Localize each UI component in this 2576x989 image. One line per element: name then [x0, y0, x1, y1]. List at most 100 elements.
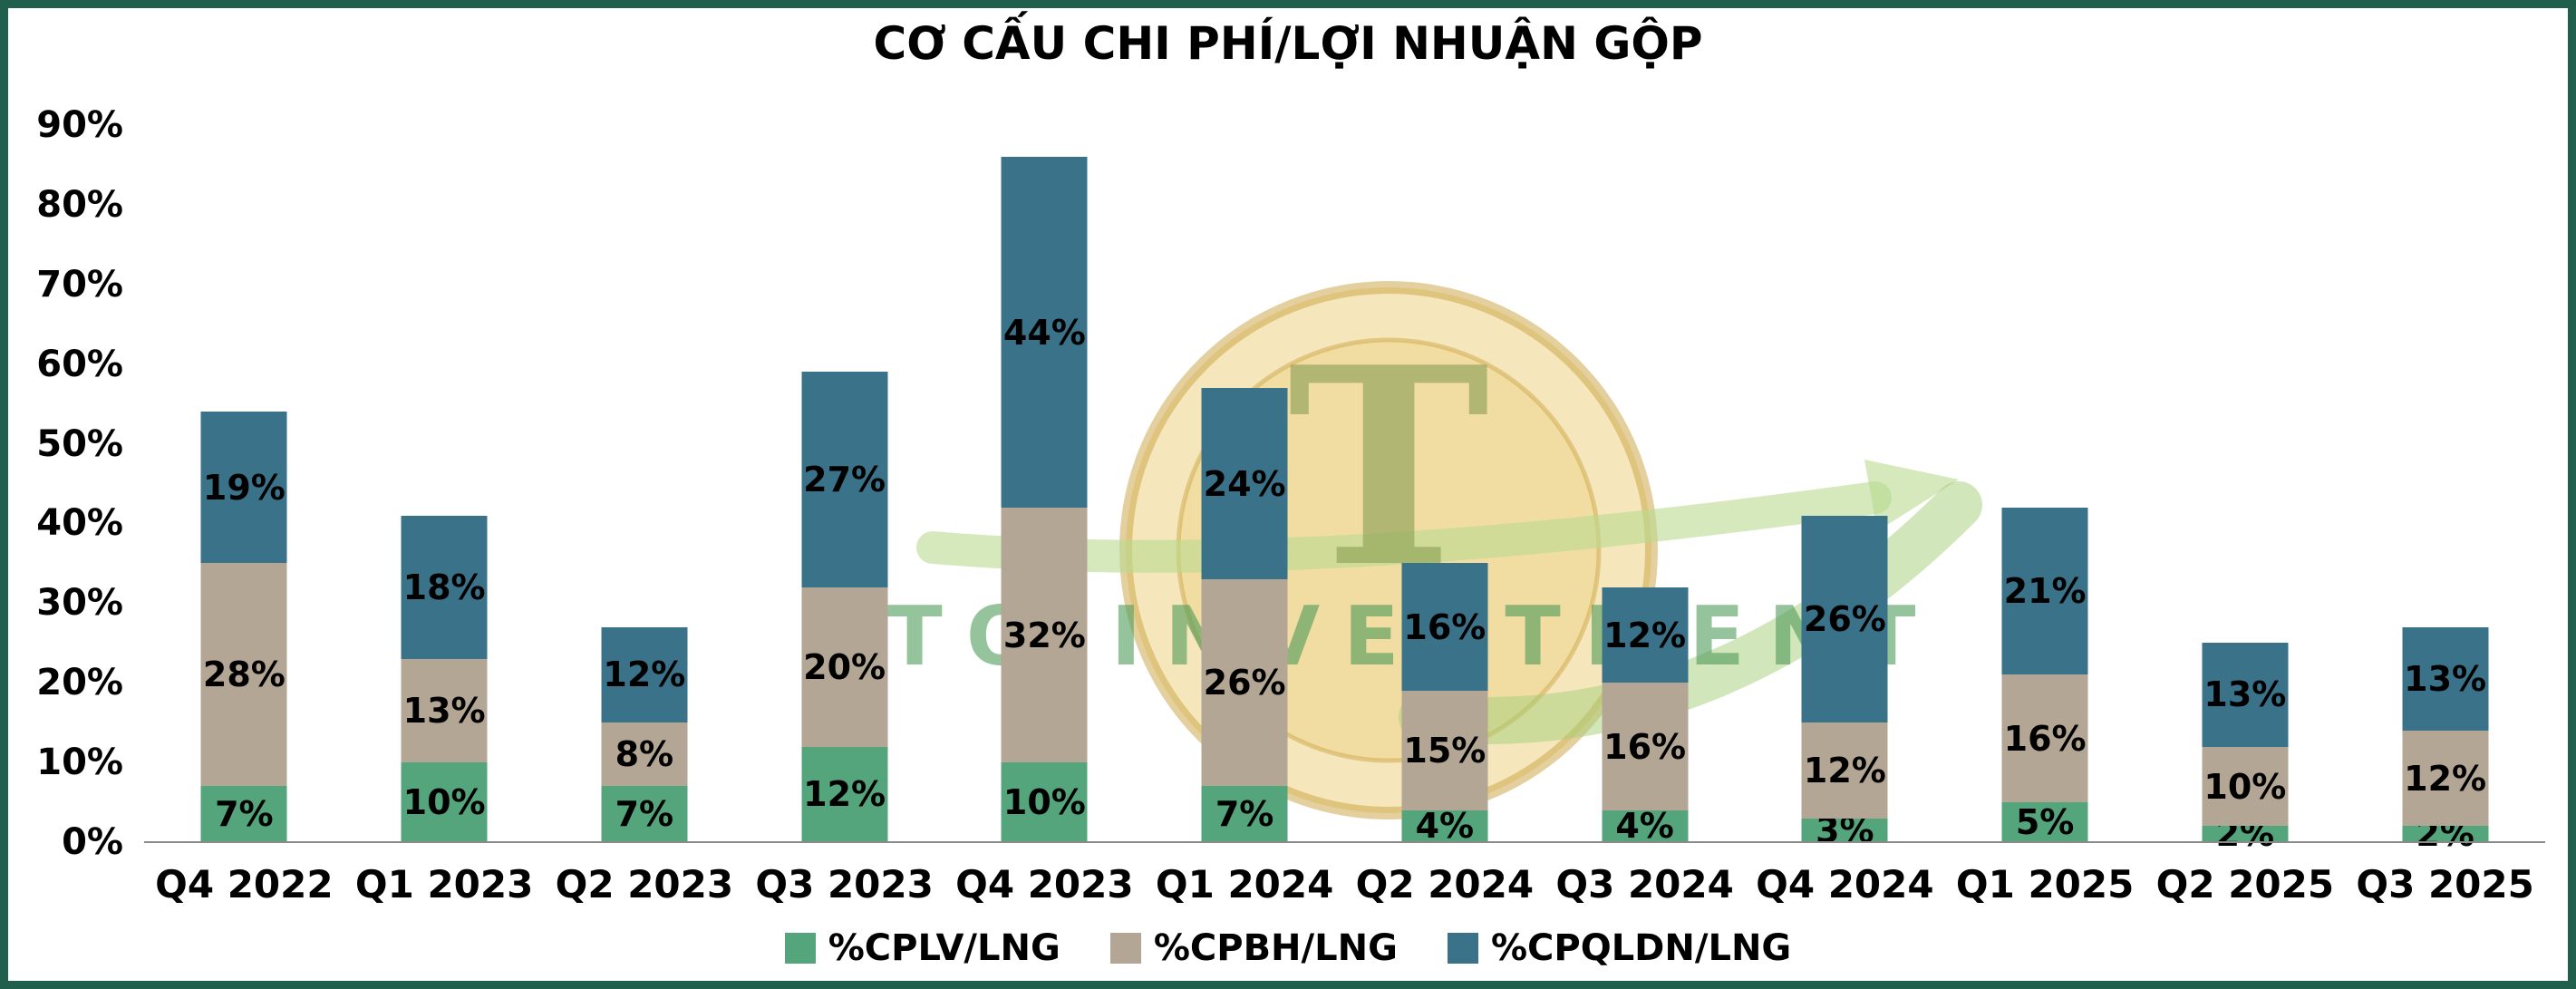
legend-swatch-icon [1109, 933, 1141, 964]
legend-swatch-icon [1447, 933, 1478, 964]
x-axis-label: Q2 2024 [1355, 862, 1535, 907]
data-label: 16% [1403, 606, 1487, 647]
stacked-bar-q4-2023: 10% 32% 44% [1001, 125, 1088, 842]
bar-slot: 3% 12% 26% [1745, 125, 1945, 850]
stacked-bar-q1-2024: 7% 26% 24% [1201, 125, 1288, 842]
data-label: 12% [2404, 758, 2487, 799]
bar-segment: 10% [2202, 746, 2289, 827]
bar-segment: 27% [801, 372, 888, 587]
legend-label: %CPBH/LNG [1153, 927, 1398, 969]
x-axis-label: Q3 2023 [755, 862, 934, 907]
bar-segment: 2% [2202, 814, 2289, 855]
data-label: 27% [803, 460, 886, 500]
data-label: 12% [1603, 615, 1687, 655]
data-label: 5% [2015, 802, 2075, 843]
bar-segment: 7% [200, 786, 287, 842]
bar-segment: 2% [2402, 814, 2489, 855]
y-axis-tick-label: 60% [36, 343, 123, 385]
x-axis-labels: Q4 2022 Q1 2023 Q2 2023 Q3 2023 Q4 2023 Q1 20… [144, 862, 2545, 907]
bar-segment: 10% [401, 762, 488, 842]
x-axis-label: Q4 2024 [1756, 862, 1934, 907]
data-label: 10% [2203, 766, 2287, 807]
stacked-bar-q4-2024: 3% 12% 26% [1801, 125, 1888, 850]
x-axis-label: Q3 2025 [2356, 862, 2534, 907]
legend-swatch-icon [784, 933, 816, 964]
data-label: 20% [803, 646, 886, 687]
data-label: 44% [1002, 312, 1086, 353]
bar-segment: 16% [1401, 563, 1488, 692]
data-label: 16% [1603, 726, 1687, 767]
data-label: 12% [603, 654, 686, 695]
legend-label: %CPLV/LNG [828, 927, 1060, 969]
bar-segment: 19% [200, 412, 287, 564]
x-axis-label: Q1 2025 [1955, 862, 2135, 907]
x-axis-label: Q4 2023 [955, 862, 1134, 907]
data-label: 2% [2215, 814, 2275, 855]
plot-area: 7% 28% 19% 10% 13% 18% 7% 8% 12% 12% 20% 27% 10% 32% 4… [144, 125, 2545, 855]
y-axis-tick-label: 40% [36, 502, 123, 545]
bar-segment: 12% [1602, 587, 1689, 684]
data-label: 13% [2203, 674, 2287, 715]
chart-title: CƠ CẤU CHI PHÍ/LỢI NHUẬN GỘP [873, 17, 1703, 70]
stacked-bar-q2-2024: 4% 15% 16% [1401, 125, 1488, 847]
data-label: 2% [2416, 814, 2474, 855]
legend-item: %CPBH/LNG [1109, 927, 1398, 969]
bar-segment: 44% [1001, 157, 1088, 508]
data-label: 10% [1002, 782, 1086, 823]
bar-segment: 12% [2402, 730, 2489, 827]
bar-segment: 3% [1801, 810, 1888, 850]
data-label: 26% [1803, 598, 1886, 639]
bar-segment: 15% [1401, 691, 1488, 810]
data-label: 4% [1615, 806, 1674, 847]
data-label: 4% [1415, 806, 1475, 847]
bar-slot: 2% 10% 13% [2145, 125, 2346, 855]
y-axis: 0% 10% 20% 30% 40% 50% 60% 70% 80% 90% [17, 104, 131, 863]
legend-label: %CPQLDN/LNG [1490, 927, 1792, 969]
bar-slot: 2% 12% 13% [2345, 125, 2545, 855]
bar-segment: 4% [1602, 806, 1689, 847]
bar-segment: 16% [2001, 674, 2088, 803]
stacked-bar-q1-2023: 10% 13% 18% [401, 125, 488, 842]
bar-segment: 10% [1001, 762, 1088, 842]
x-axis-label: Q1 2024 [1155, 862, 1334, 907]
bar-slot: 7% 28% 19% [144, 125, 344, 842]
bar-slot: 10% 32% 44% [944, 125, 1145, 842]
y-axis-tick-label: 50% [36, 422, 123, 465]
stacked-bar-q3-2023: 12% 20% 27% [801, 125, 888, 842]
y-axis-tick-label: 70% [36, 263, 123, 305]
bar-segment: 4% [1401, 806, 1488, 847]
stacked-bar-q1-2025: 5% 16% 21% [2001, 125, 2088, 843]
x-axis-line [144, 841, 2545, 843]
stacked-bar-q3-2024: 4% 16% 12% [1602, 125, 1689, 847]
bar-segment: 5% [2001, 802, 2088, 843]
y-axis-tick-label: 80% [36, 183, 123, 226]
bar-segment: 13% [2402, 626, 2489, 731]
x-axis-label: Q1 2023 [354, 862, 534, 907]
bar-slot: 4% 15% 16% [1345, 125, 1545, 847]
bars-container: 7% 28% 19% 10% 13% 18% 7% 8% 12% 12% 20% 27% 10% 32% 4… [144, 125, 2545, 855]
data-label: 3% [1816, 810, 1874, 850]
bar-segment: 8% [601, 722, 688, 787]
legend-item: %CPLV/LNG [784, 927, 1060, 969]
bar-segment: 18% [401, 515, 488, 659]
y-axis-tick-label: 20% [36, 662, 123, 704]
x-axis-label: Q3 2024 [1555, 862, 1734, 907]
y-axis-tick-label: 10% [36, 742, 123, 784]
data-label: 32% [1002, 615, 1086, 655]
bar-segment: 26% [1201, 578, 1288, 787]
bar-slot: 10% 13% 18% [344, 125, 545, 842]
bar-segment: 12% [801, 746, 888, 842]
data-label: 12% [803, 774, 886, 815]
data-label: 18% [402, 567, 486, 607]
data-label: 13% [402, 691, 486, 731]
y-axis-tick-label: 0% [62, 821, 123, 863]
data-label: 21% [2003, 571, 2087, 612]
bar-slot: 5% 16% 21% [1945, 125, 2145, 842]
bar-segment: 13% [2202, 643, 2289, 747]
stacked-bar-q4-2022: 7% 28% 19% [200, 125, 287, 842]
stacked-bar-q2-2023: 7% 8% 12% [601, 125, 688, 842]
bar-segment: 12% [1801, 722, 1888, 819]
bar-segment: 7% [1201, 786, 1288, 842]
x-axis-label: Q4 2022 [155, 862, 334, 907]
data-label: 19% [202, 467, 286, 508]
